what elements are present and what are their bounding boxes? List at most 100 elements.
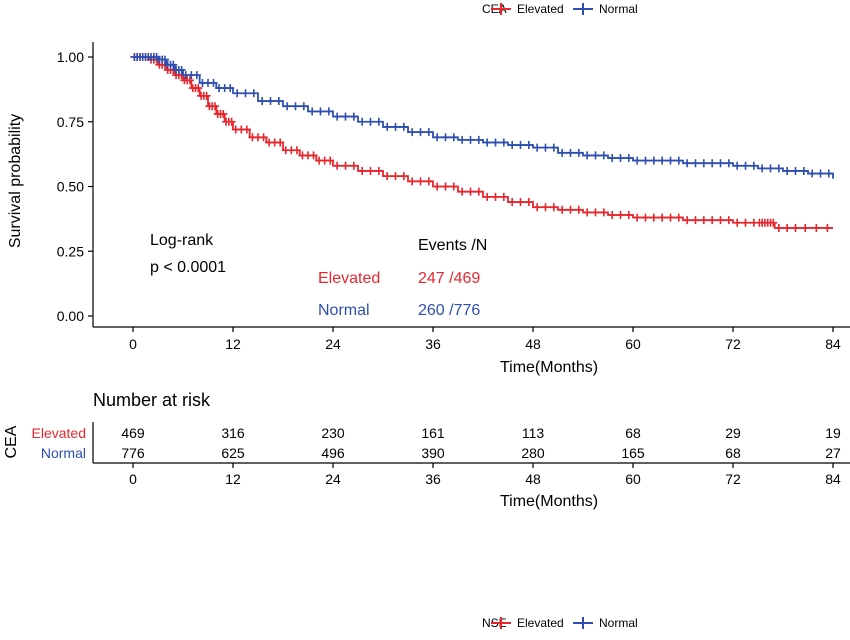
survival-curve-normal <box>133 56 834 179</box>
censor-mark <box>823 223 832 232</box>
censor-mark <box>441 133 450 142</box>
x-tick-label: 48 <box>525 336 541 352</box>
censor-mark <box>633 213 642 222</box>
censor-mark <box>333 112 342 121</box>
censor-mark <box>424 128 433 137</box>
y-tick-label: 0.50 <box>57 179 84 195</box>
censor-mark <box>641 213 650 222</box>
censor-mark <box>791 166 800 175</box>
censor-mark <box>658 213 667 222</box>
survival-curves <box>130 53 834 232</box>
censor-mark <box>624 154 633 163</box>
censor-mark <box>549 203 558 212</box>
x-tick-label: 36 <box>425 336 441 352</box>
censor-marks-normal <box>130 53 833 178</box>
risk-x-tick-label: 48 <box>525 471 541 487</box>
censor-mark <box>541 143 550 152</box>
censor-mark <box>608 154 617 163</box>
censor-mark <box>683 159 692 168</box>
censor-mark <box>408 128 417 137</box>
risk-x-tick-label: 12 <box>225 471 241 487</box>
censor-mark <box>399 122 408 131</box>
censor-mark <box>724 216 733 225</box>
censor-mark <box>574 205 583 214</box>
risk-table-title: Number at risk <box>93 390 211 410</box>
risk-values: 469 316 230 161 113 68 29 19 776 625 496 390 280 165 6… <box>121 425 841 461</box>
censor-mark <box>599 151 608 160</box>
censor-mark <box>599 208 608 217</box>
risk-x-axis-label: Time(Months) <box>500 493 598 510</box>
risk-x-tick-label: 84 <box>825 471 841 487</box>
risk-x-tick-label: 0 <box>129 471 137 487</box>
censor-mark <box>474 135 483 144</box>
bottom-legend-elevated-key <box>491 617 511 629</box>
censor-mark <box>210 102 219 111</box>
plot-area: 0.00 0.25 0.50 0.75 1.00 0 12 24 36 48 60 72 84 Sur… <box>7 42 850 376</box>
p-value-label: p < 0.0001 <box>150 259 226 276</box>
censor-mark <box>666 213 675 222</box>
censor-mark <box>649 213 658 222</box>
risk-table: Number at risk CEA Elevated Normal 469 31… <box>3 390 850 510</box>
censor-mark <box>566 148 575 157</box>
x-tick-label: 84 <box>825 336 841 352</box>
censor-mark <box>241 89 250 98</box>
censor-mark <box>791 223 800 232</box>
censor-mark <box>458 187 467 196</box>
x-ticks: 0 12 24 36 48 60 72 84 <box>129 327 841 352</box>
censor-mark <box>374 166 383 175</box>
censor-mark <box>491 138 500 147</box>
censor-mark <box>349 161 358 170</box>
censor-mark <box>649 156 658 165</box>
risk-row-label-normal: Normal <box>41 445 86 461</box>
censor-mark <box>433 133 442 142</box>
risk-group-label: CEA <box>3 425 20 458</box>
censor-mark <box>716 216 725 225</box>
risk-value-normal: 625 <box>221 445 245 461</box>
censor-mark <box>616 210 625 219</box>
x-tick-label: 72 <box>725 336 741 352</box>
risk-value-elevated: 161 <box>421 425 445 441</box>
censor-mark <box>309 151 318 160</box>
risk-value-elevated: 316 <box>221 425 245 441</box>
censor-mark <box>374 117 383 126</box>
censor-mark <box>424 177 433 186</box>
censor-mark <box>466 135 475 144</box>
risk-value-elevated: 469 <box>121 425 145 441</box>
events-elevated-label: Elevated <box>318 270 380 287</box>
top-legend-elevated-label: Elevated <box>517 2 564 16</box>
censor-mark <box>549 143 558 152</box>
censor-mark <box>558 148 567 157</box>
risk-x-tick-label: 24 <box>325 471 341 487</box>
censor-mark <box>516 198 525 207</box>
censor-mark <box>242 125 251 134</box>
censor-mark <box>326 156 335 165</box>
censor-mark <box>209 78 218 87</box>
censor-mark <box>674 156 683 165</box>
censor-mark <box>226 84 235 93</box>
censor-mark <box>766 164 775 173</box>
censor-mark <box>508 141 517 150</box>
y-axis-label: Survival probability <box>7 114 24 248</box>
censor-mark <box>416 177 425 186</box>
events-normal-value: 260 /776 <box>418 302 480 319</box>
risk-value-elevated: 29 <box>725 425 741 441</box>
risk-value-normal: 280 <box>521 445 545 461</box>
censor-mark <box>658 156 667 165</box>
censor-mark <box>408 177 417 186</box>
censor-mark <box>177 65 186 74</box>
censor-mark <box>583 151 592 160</box>
censor-mark <box>233 89 242 98</box>
censor-mark <box>358 166 367 175</box>
censor-mark <box>724 159 733 168</box>
censor-mark <box>641 156 650 165</box>
risk-value-elevated: 19 <box>825 425 841 441</box>
censor-mark <box>708 159 717 168</box>
censor-mark <box>733 161 742 170</box>
censor-mark <box>349 112 358 121</box>
censor-mark <box>708 216 717 225</box>
censor-mark <box>333 161 342 170</box>
censor-mark <box>474 187 483 196</box>
censor-mark <box>258 97 267 106</box>
censor-mark <box>824 169 833 178</box>
censor-mark <box>202 91 211 100</box>
